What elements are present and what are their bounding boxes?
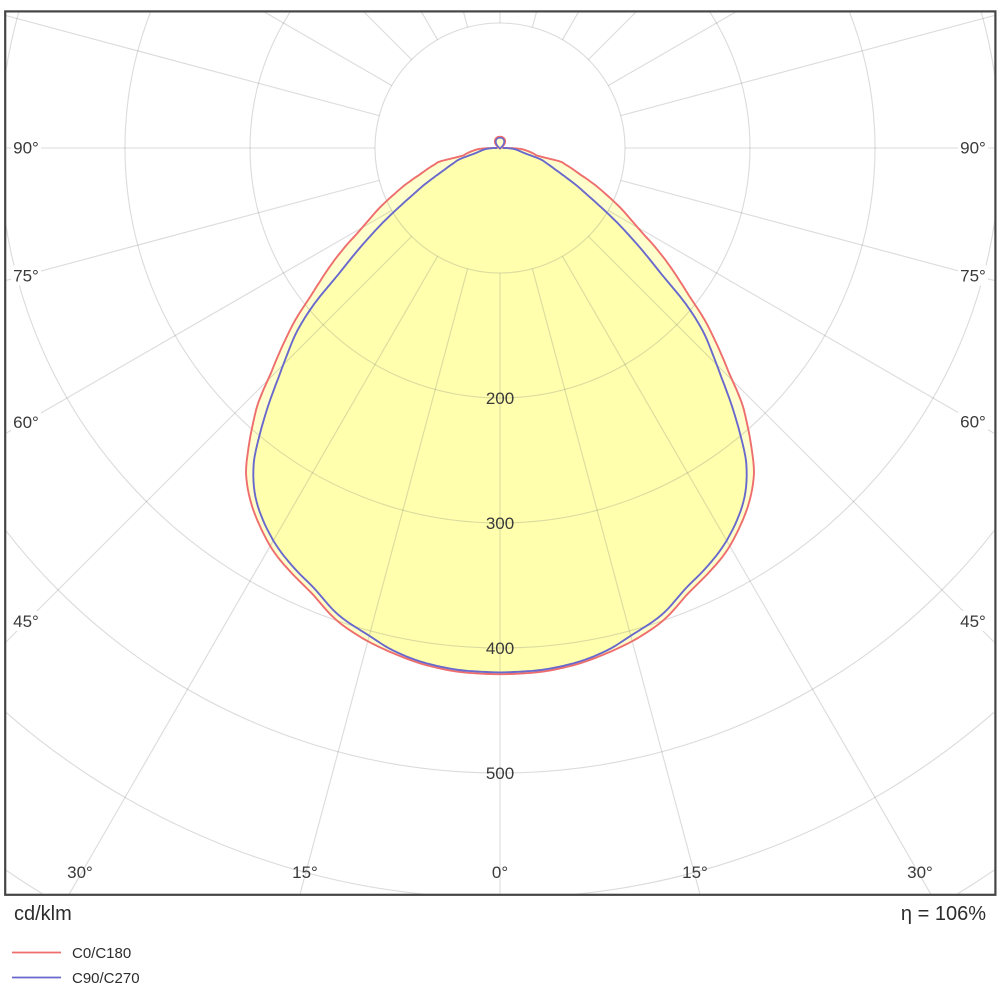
svg-text:C90/C270: C90/C270 [72,970,140,987]
svg-text:60°: 60° [960,413,986,432]
svg-text:200: 200 [486,389,514,408]
svg-text:500: 500 [486,764,514,783]
svg-text:30°: 30° [907,863,933,882]
svg-text:75°: 75° [13,267,39,286]
svg-text:45°: 45° [13,612,39,631]
svg-text:30°: 30° [67,863,93,882]
svg-text:η = 106%: η = 106% [901,903,986,925]
svg-text:400: 400 [486,639,514,658]
svg-text:90°: 90° [960,139,986,158]
svg-text:cd/klm: cd/klm [14,903,72,925]
svg-text:60°: 60° [13,413,39,432]
svg-text:0°: 0° [492,863,508,882]
svg-text:45°: 45° [960,612,986,631]
svg-text:90°: 90° [13,139,39,158]
svg-text:300: 300 [486,514,514,533]
svg-text:C0/C180: C0/C180 [72,945,131,962]
svg-text:75°: 75° [960,267,986,286]
svg-text:15°: 15° [682,863,708,882]
svg-text:15°: 15° [292,863,318,882]
